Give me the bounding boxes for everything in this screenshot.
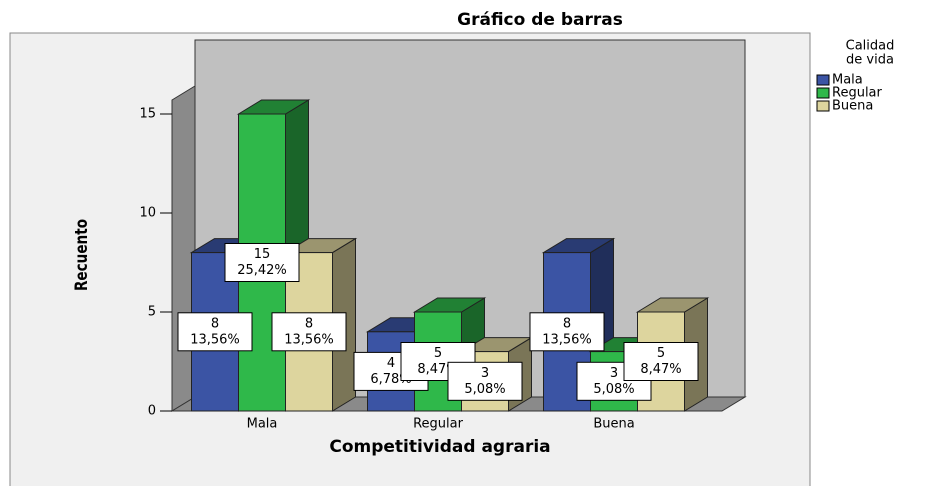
x-axis-title: Competitividad agraria	[329, 437, 550, 457]
value-label-box	[224, 243, 300, 282]
y-tick-label: 15	[139, 107, 156, 122]
value-label: 3	[610, 366, 618, 381]
value-label-box	[177, 312, 253, 352]
value-label: 8	[211, 316, 219, 331]
y-tick-label: 0	[148, 404, 156, 419]
value-label-box	[623, 342, 699, 381]
legend-label: Buena	[832, 99, 873, 114]
percent-label: 25,42%	[237, 263, 287, 278]
value-label: 5	[657, 346, 665, 361]
value-label-box	[447, 361, 523, 401]
percent-label: 13,56%	[542, 332, 592, 347]
y-axis-title: Recuento	[72, 219, 92, 291]
legend-title: de vida	[846, 53, 894, 68]
value-label: 5	[434, 346, 442, 361]
y-tick-label: 10	[139, 206, 156, 221]
legend-label: Mala	[832, 73, 863, 88]
value-label: 3	[481, 366, 489, 381]
value-label-box	[271, 312, 347, 352]
x-tick-label: Buena	[593, 417, 634, 432]
value-label: 8	[305, 316, 313, 331]
percent-label: 13,56%	[190, 332, 240, 347]
x-tick-label: Regular	[413, 417, 464, 432]
legend-title: Calidad	[846, 39, 895, 54]
legend-swatch	[816, 100, 830, 112]
x-tick-label: Mala	[247, 417, 278, 432]
percent-label: 13,56%	[284, 332, 334, 347]
percent-label: 5,08%	[593, 382, 634, 397]
value-label-box	[529, 312, 605, 352]
legend-swatch	[816, 87, 830, 99]
legend-label: Regular	[832, 86, 883, 101]
value-label: 8	[563, 316, 571, 331]
value-label: 4	[387, 356, 395, 371]
value-label: 15	[254, 247, 271, 262]
legend-swatch	[816, 74, 830, 86]
chart-title: Gráfico de barras	[457, 10, 623, 30]
percent-label: 8,47%	[640, 362, 681, 377]
percent-label: 5,08%	[464, 382, 505, 397]
y-tick-label: 5	[148, 305, 156, 320]
